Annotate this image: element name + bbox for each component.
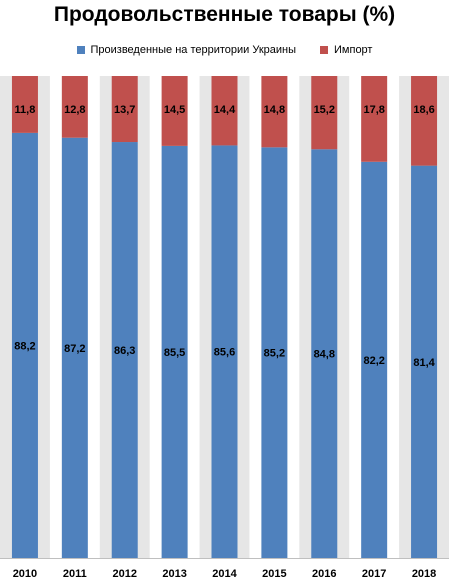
data-label-import-2017: 17,8 xyxy=(363,104,384,116)
data-label-import-2012: 13,7 xyxy=(114,104,135,116)
data-label-domestic-2010: 88,2 xyxy=(14,340,35,352)
x-tick-label-2010: 2010 xyxy=(13,568,37,580)
x-tick-label-2015: 2015 xyxy=(262,568,286,580)
data-label-import-2010: 11,8 xyxy=(15,104,36,116)
data-label-domestic-2011: 87,2 xyxy=(64,343,85,355)
data-label-import-2014: 14,4 xyxy=(214,104,236,116)
x-tick-label-2016: 2016 xyxy=(312,568,336,580)
bar-import-2010 xyxy=(11,76,38,133)
legend: Произведенные на территории Украины Импо… xyxy=(0,42,449,58)
data-label-import-2015: 14,8 xyxy=(264,104,285,116)
data-label-import-2018: 18,6 xyxy=(413,104,434,116)
data-label-domestic-2016: 84,8 xyxy=(314,349,335,361)
chart-title: Продовольственные товары (%) xyxy=(53,3,396,26)
data-label-import-2011: 12,8 xyxy=(64,104,85,116)
x-tick-label-2017: 2017 xyxy=(362,568,386,580)
bar-import-2014 xyxy=(211,76,238,146)
legend-label-domestic: Произведенные на территории Украины xyxy=(90,44,297,56)
data-label-domestic-2012: 86,3 xyxy=(114,345,135,357)
x-tick-label-2011: 2011 xyxy=(63,568,87,580)
bar-domestic-2017 xyxy=(361,161,388,558)
bar-import-2011 xyxy=(61,76,88,138)
bar-domestic-2016 xyxy=(311,149,338,558)
bar-domestic-2018 xyxy=(411,165,438,559)
x-tick-label-2013: 2013 xyxy=(162,568,186,580)
bar-domestic-2014 xyxy=(211,145,238,558)
data-label-import-2013: 14,5 xyxy=(164,104,185,116)
bar-import-2013 xyxy=(161,76,188,146)
bar-domestic-2011 xyxy=(61,137,88,559)
x-tick-label-2012: 2012 xyxy=(112,568,136,580)
data-label-domestic-2015: 85,2 xyxy=(264,348,285,360)
legend-label-import: Импорт xyxy=(334,44,373,56)
data-label-domestic-2014: 85,6 xyxy=(214,347,235,359)
x-tick-label-2018: 2018 xyxy=(412,568,436,580)
bar-import-2017 xyxy=(361,76,388,162)
x-tick-label-2014: 2014 xyxy=(212,568,237,580)
bar-domestic-2010 xyxy=(11,132,38,558)
legend-swatch-import xyxy=(320,46,329,54)
legend-entry-domestic: Произведенные на территории Украины xyxy=(76,44,297,56)
data-label-domestic-2018: 81,4 xyxy=(413,357,435,369)
data-label-domestic-2017: 82,2 xyxy=(363,355,384,367)
bar-domestic-2012 xyxy=(111,142,138,558)
bar-domestic-2013 xyxy=(161,145,188,558)
bar-import-2018 xyxy=(411,76,438,166)
data-label-domestic-2013: 85,5 xyxy=(164,347,185,359)
bar-import-2015 xyxy=(261,76,288,148)
legend-entry-import: Импорт xyxy=(320,44,372,56)
bar-domestic-2015 xyxy=(261,147,288,558)
legend-swatch-domestic xyxy=(76,46,85,54)
bar-import-2016 xyxy=(311,76,338,150)
data-label-import-2016: 15,2 xyxy=(314,104,335,116)
bar-import-2012 xyxy=(111,76,138,143)
